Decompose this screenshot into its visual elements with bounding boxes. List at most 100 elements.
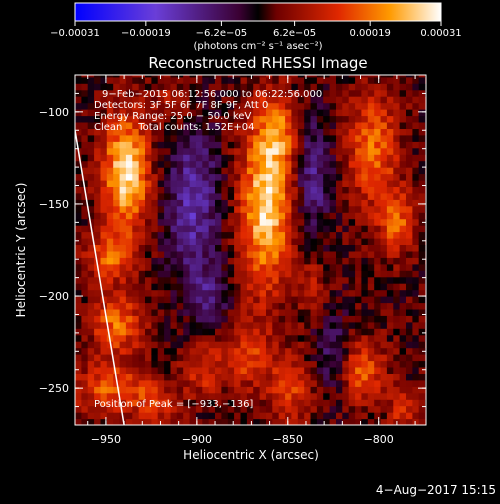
heatmap-cell [412, 244, 420, 252]
heatmap-cell [393, 192, 401, 200]
heatmap-cell [106, 83, 114, 91]
heatmap-cell [406, 147, 413, 155]
heatmap-cell [355, 147, 363, 155]
heatmap-cell [393, 225, 401, 233]
heatmap-cell [316, 160, 324, 168]
heatmap-cell [240, 296, 248, 304]
heatmap-cell [94, 296, 102, 304]
heatmap-cell [145, 405, 152, 413]
heatmap-cell [329, 225, 337, 233]
heatmap-cell [412, 296, 420, 304]
heatmap-cell [367, 418, 375, 425]
limb-line [75, 130, 125, 425]
heatmap-cell [406, 354, 413, 362]
heatmap-cell [87, 134, 95, 142]
heatmap-cell [240, 412, 248, 420]
heatmap-cell [336, 128, 343, 136]
heatmap-cell [164, 405, 172, 413]
heatmap-cell [355, 231, 363, 239]
heatmap-cell [100, 109, 108, 117]
heatmap-cell [106, 96, 114, 104]
heatmap-cell [113, 283, 121, 291]
heatmap-cell [215, 354, 222, 362]
heatmap-cell [310, 354, 318, 362]
heatmap-cell [316, 379, 324, 387]
heatmap-cell [138, 289, 146, 297]
heatmap-cell [355, 89, 363, 97]
heatmap-cell [393, 102, 401, 110]
heatmap-cell [272, 238, 280, 245]
heatmap-cell [157, 122, 165, 129]
heatmap-cell [278, 315, 286, 323]
heatmap-cell [259, 296, 267, 304]
heatmap-cell [125, 186, 133, 194]
heatmap-cell [145, 328, 152, 336]
heatmap-cell [367, 89, 375, 97]
heatmap-cell [94, 238, 102, 245]
heatmap-cell [348, 315, 356, 323]
heatmap-cell [336, 218, 343, 226]
heatmap-cell [189, 128, 197, 136]
heatmap-cell [176, 412, 184, 420]
heatmap-cell [253, 379, 261, 387]
heatmap-cell [297, 250, 305, 258]
heatmap-cell [361, 250, 369, 258]
heatmap-cell [310, 321, 318, 329]
heatmap-cell [361, 115, 369, 123]
heatmap-cell [336, 308, 343, 316]
heatmap-cell [113, 296, 121, 304]
heatmap-cell [259, 141, 267, 149]
heatmap-cell [138, 315, 146, 323]
heatmap-cell [176, 199, 184, 207]
heatmap-cell [81, 347, 89, 355]
heatmap-cell [215, 296, 222, 304]
heatmap-cell [221, 238, 229, 245]
heatmap-cell [132, 205, 140, 213]
heatmap-cell [323, 250, 331, 258]
heatmap-cell [189, 250, 197, 258]
heatmap-cell [316, 392, 324, 400]
heatmap-cell [323, 328, 331, 336]
heatmap-cell [100, 160, 108, 168]
heatmap-cell [418, 399, 426, 407]
heatmap-cell [189, 167, 197, 175]
heatmap-cell [138, 122, 146, 129]
heatmap-cell [316, 334, 324, 342]
heatmap-cell [94, 289, 102, 297]
heatmap-cell [94, 341, 102, 349]
heatmap-cell [208, 212, 216, 220]
heatmap-cell [221, 405, 229, 413]
heatmap-cell [259, 386, 267, 394]
heatmap-cell [329, 186, 337, 194]
heatmap-cell [189, 367, 197, 374]
heatmap-cell [393, 141, 401, 149]
heatmap-cell [106, 167, 114, 175]
heatmap-cell [164, 328, 172, 336]
heatmap-cell [100, 399, 108, 407]
heatmap-cell [170, 283, 178, 291]
heatmap-cell [316, 147, 324, 155]
heatmap-cell [323, 392, 331, 400]
heatmap-cell [240, 405, 248, 413]
heatmap-cell [227, 334, 235, 342]
heatmap-cell [176, 180, 184, 187]
heatmap-cell [323, 347, 331, 355]
heatmap-cell [202, 141, 210, 149]
heatmap-cell [138, 238, 146, 245]
heatmap-cell [189, 147, 197, 155]
heatmap-cell [100, 96, 108, 104]
heatmap-cell [170, 122, 178, 129]
heatmap-cell [418, 141, 426, 149]
heatmap-cell [367, 134, 375, 142]
heatmap-cell [310, 83, 318, 91]
heatmap-cell [221, 199, 229, 207]
heatmap-cell [164, 334, 172, 342]
heatmap-cell [202, 154, 210, 162]
heatmap-cell [278, 89, 286, 97]
heatmap-cell [221, 270, 229, 278]
heatmap-cell [227, 392, 235, 400]
heatmap-cell [418, 392, 426, 400]
heatmap-cell [87, 412, 95, 420]
heatmap-cell [132, 160, 140, 168]
heatmap-cell [355, 302, 363, 310]
